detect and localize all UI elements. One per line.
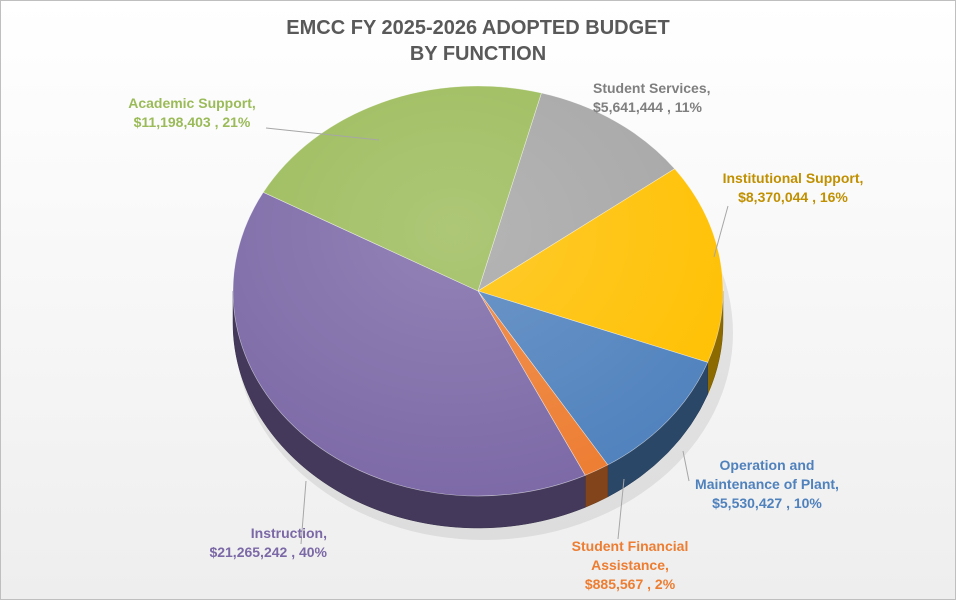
leader-line-instruction xyxy=(300,480,307,545)
label-instruction-name: Instruction, xyxy=(250,525,327,541)
label-institutional-support-name: Institutional Support, xyxy=(722,170,864,186)
label-operation-maintenance-name-1: Operation and xyxy=(719,457,815,473)
label-instruction-value: $21,265,242 , 40% xyxy=(209,544,327,560)
chart-title-line-2: BY FUNCTION xyxy=(409,43,547,65)
label-student-financial-assistance-name-1: Student Financial xyxy=(571,538,689,554)
label-student-services-value: $5,641,444 , 11% xyxy=(593,99,702,115)
label-student-services-name: Student Services, xyxy=(593,80,711,96)
label-operation-maintenance-name-2: Maintenance of Plant, xyxy=(695,476,839,492)
label-academic-support-value: $11,198,403 , 21% xyxy=(133,114,251,130)
chart-title: EMCC FY 2025-2026 ADOPTED BUDGET BY FUNC… xyxy=(1,15,955,67)
label-institutional-support-value: $8,370,044 , 16% xyxy=(738,189,848,205)
leader-line-operation-maintenance xyxy=(682,450,690,482)
leader-line-student-financial-assistance xyxy=(617,478,625,540)
label-academic-support: Academic Support, $11,198,403 , 21% xyxy=(107,94,277,132)
label-student-services: Student Services, $5,641,444 , 11% xyxy=(593,79,711,117)
label-student-financial-assistance-name-2: Assistance, xyxy=(591,557,669,573)
label-instruction: Instruction, $21,265,242 , 40% xyxy=(171,524,327,562)
label-operation-maintenance-value: $5,530,427 , 10% xyxy=(712,495,822,511)
label-student-financial-assistance: Student Financial Assistance, $885,567 ,… xyxy=(549,537,711,594)
label-operation-maintenance: Operation and Maintenance of Plant, $5,5… xyxy=(681,456,853,513)
pie-sheen xyxy=(233,86,723,496)
leader-line-institutional-support xyxy=(713,205,729,258)
leader-line-academic-support xyxy=(265,127,380,141)
label-academic-support-name: Academic Support, xyxy=(128,95,256,111)
label-institutional-support: Institutional Support, $8,370,044 , 16% xyxy=(709,169,877,207)
chart-title-line-1: EMCC FY 2025-2026 ADOPTED BUDGET xyxy=(286,17,670,39)
label-student-financial-assistance-value: $885,567 , 2% xyxy=(584,576,676,592)
